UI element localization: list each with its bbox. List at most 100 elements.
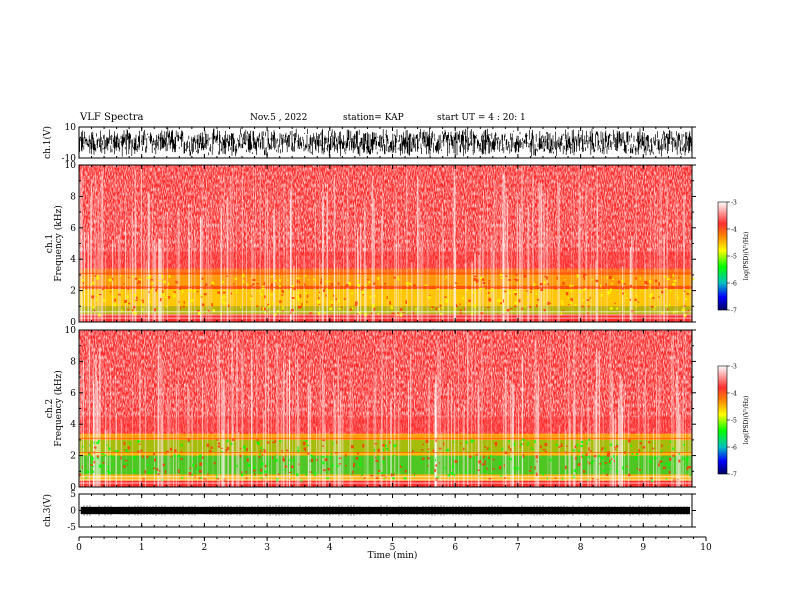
sferic-streak [120,419,123,487]
sferic-streak [657,420,659,487]
sferic-streak [670,344,672,487]
sferic-streak [595,385,597,487]
spectrogram-fleck [288,471,292,473]
spectrogram-fleck [297,446,299,450]
spectrogram-fleck [168,275,171,279]
spectrogram-fleck [377,277,380,280]
spectrogram-fleck [443,442,445,446]
spectrogram-fleck [345,453,347,457]
x-tick-label: 9 [640,543,646,553]
sferic-streak [232,413,234,487]
spectrogram-fleck [271,288,273,292]
spectrogram-fleck [133,306,136,309]
sferic-streak [96,380,99,487]
spectrogram-fleck [93,309,96,312]
sferic-streak [590,425,592,487]
sferic-streak [502,236,505,322]
spectrogram-fleck [173,454,176,458]
spectrogram-fleck [91,306,94,309]
spectrogram-fleck [381,472,383,474]
spectrogram-fleck [441,307,444,309]
spectrogram-fleck [578,449,580,453]
sferic-streak [166,211,169,322]
sferic-streak [241,352,243,487]
spectrogram-fleck [230,442,233,445]
spectrogram-fleck [216,439,219,441]
spectrogram-fleck [306,301,308,303]
spectrogram-fleck [260,292,263,296]
spectrogram-fleck [494,441,498,445]
sferic-streak [578,225,580,322]
spectrogram-fleck [92,465,94,467]
spectrogram-fleck [164,451,167,455]
colorbar-tick-label: -4 [731,391,737,398]
spectrogram-fleck [207,472,209,476]
sferic-streak [532,177,534,322]
spectrogram-fleck [305,474,308,476]
spectrogram-fleck [477,469,480,471]
sferic-streak [545,227,547,322]
sferic-streak [223,384,225,487]
sferic-streak [296,255,297,322]
sferic-streak [475,349,477,487]
spectrogram-fleck [691,277,695,281]
sferic-streak [365,265,367,322]
spectrogram-fleck [615,448,617,451]
spectrogram-fleck [475,454,479,456]
spectrogram-fleck [601,462,604,466]
sferic-streak [659,170,661,322]
spectrogram-fleck [208,450,212,454]
spectrogram-fleck [577,463,581,466]
spectrogram-fleck [146,455,149,459]
spectrogram-fleck [281,289,283,293]
sferic-streak [395,191,397,322]
spectrogram-fleck [543,308,546,313]
sferic-streak [518,398,519,487]
spectrogram-fleck [491,473,494,475]
spectrogram-fleck [530,291,532,293]
spectrogram-fleck [356,313,359,315]
spectrogram-fleck [584,287,587,290]
spectrogram-fleck [174,449,177,453]
spectrogram-fleck [544,443,548,447]
spectrogram-fleck [503,309,506,312]
spectrogram-fleck [259,452,261,456]
spectrogram-fleck [127,287,129,290]
spectrogram-fleck [117,304,120,307]
sferic-streak [565,430,567,487]
spectrogram-fleck [629,298,632,301]
spectrogram-band [79,452,692,456]
spectrogram-fleck [290,310,292,314]
sferic-streak [178,370,180,487]
spectrogram-fleck [613,286,616,288]
sferic-streak [595,398,597,487]
colorbar [717,201,728,311]
spectrogram-fleck [546,276,548,280]
y-tick-label: 6 [70,224,76,234]
sferic-streak [598,357,600,487]
spectrogram-fleck [326,477,330,480]
sferic-streak [99,347,101,487]
spectrogram-fleck [688,465,691,469]
spectrogram-fleck [661,291,664,294]
sferic-streak [622,405,624,487]
spectrogram-fleck [378,470,381,473]
spectrogram-fleck [498,299,502,302]
sferic-streak [466,333,469,487]
sferic-streak [422,222,424,322]
spectrogram-fleck [508,458,512,461]
spectrogram-fleck [539,282,543,286]
spectrogram-fleck [669,304,671,307]
spectrogram-fleck [631,287,633,291]
sferic-streak [603,245,605,322]
spectrogram-fleck [182,305,185,308]
sferic-streak [212,346,214,487]
spectrogram-fleck [290,308,294,312]
sferic-streak [397,403,399,487]
spectrogram-fleck [613,446,617,448]
spectrogram-fleck [325,294,327,297]
spectrogram-fleck [154,458,156,462]
sferic-streak [596,349,598,487]
sferic-streak [102,170,104,322]
spectrogram-fleck [81,278,84,283]
